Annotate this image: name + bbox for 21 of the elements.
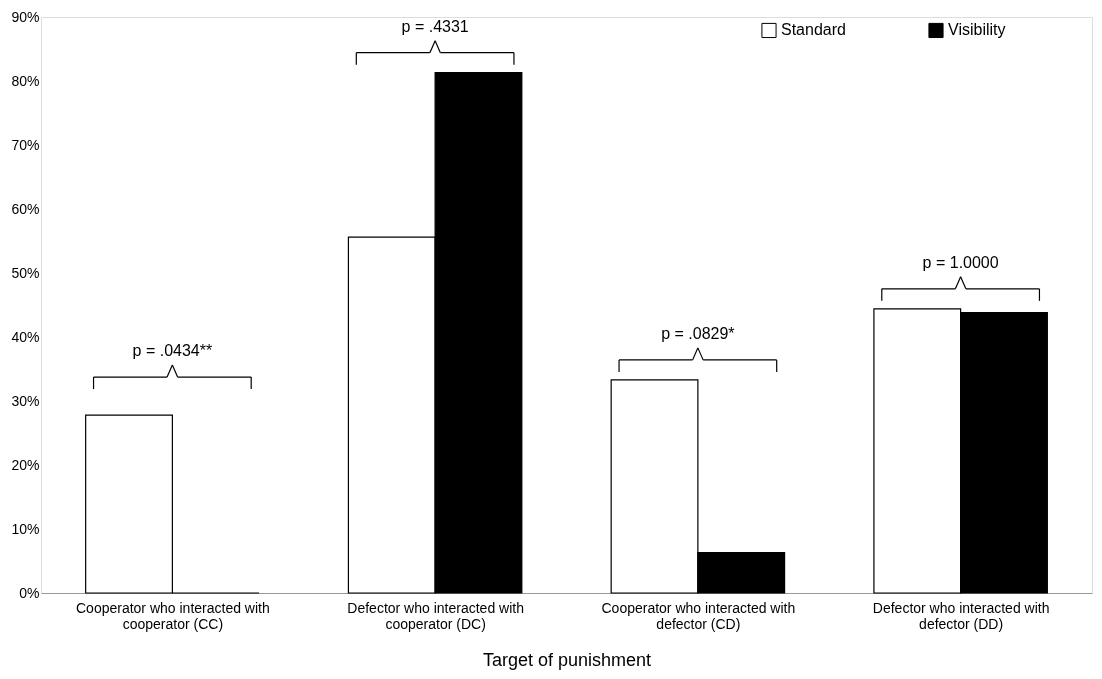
x-axis-title: Target of punishment <box>482 649 652 670</box>
legend-label: Visibility <box>948 21 1006 39</box>
x-tick-label: Cooperator who interacted with defector (CD) <box>601 599 796 632</box>
y-tick-label: 20% <box>11 456 40 473</box>
y-tick-label: 60% <box>11 200 40 217</box>
x-tick-label: Defector who interacted with defector (DD) <box>872 599 1050 632</box>
y-tick-label: 90% <box>11 8 40 25</box>
annotation: p = 1.0000 <box>922 253 999 271</box>
y-tick-label: 30% <box>11 392 40 409</box>
y-tick-label: 50% <box>11 264 40 281</box>
y-tick-label: 70% <box>11 136 40 153</box>
y-tick-label: 40% <box>11 328 40 345</box>
annotation: p = .0829* <box>661 324 735 342</box>
y-tick-label: 0% <box>19 584 40 601</box>
legend-label: Standard <box>781 21 846 39</box>
x-tick-label: Cooperator who interacted with cooperator (CC) <box>75 599 270 632</box>
y-tick-label: 10% <box>11 520 40 537</box>
y-tick-label: 80% <box>11 72 40 89</box>
x-tick-label: Defector who interacted with cooperator (DC) <box>347 599 524 632</box>
annotation: p = .0434** <box>132 342 213 360</box>
annotation: p = .4331 <box>401 17 469 35</box>
